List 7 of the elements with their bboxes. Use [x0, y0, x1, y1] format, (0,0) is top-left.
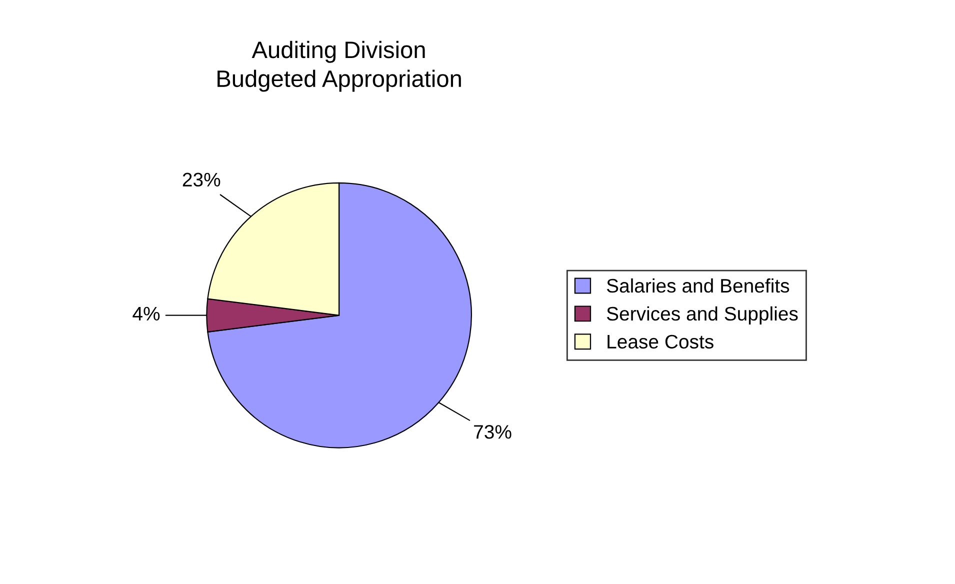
data-label: 73%	[474, 424, 512, 439]
legend-label: Lease Costs	[608, 334, 714, 349]
data-label: 4%	[132, 306, 160, 321]
legend-label: Services and Supplies	[606, 306, 798, 324]
legend-label: Salaries and Benefits	[606, 278, 790, 293]
chart-title: Auditing Division Budgeted Appropriation	[218, 40, 461, 92]
data-label: 23%	[182, 172, 220, 187]
